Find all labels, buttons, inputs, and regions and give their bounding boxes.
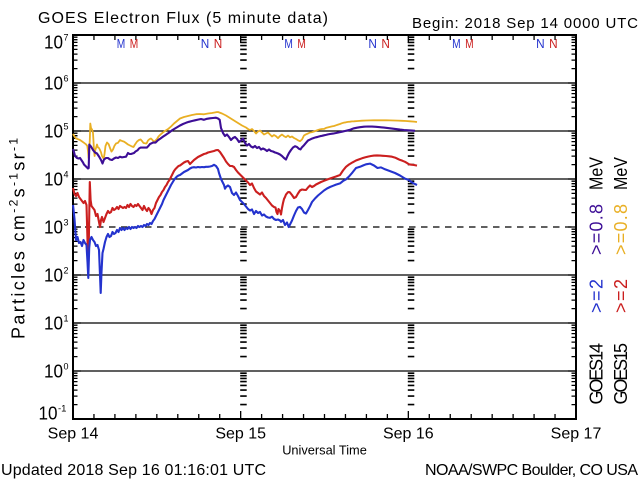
svg-text:Sep 16: Sep 16 [383,426,434,443]
svg-text:Sep 17: Sep 17 [551,426,602,443]
svg-text:N: N [368,36,377,51]
svg-text:M: M [297,36,306,51]
svg-text:5: 5 [64,122,69,133]
svg-text:1: 1 [64,314,69,325]
svg-text:10: 10 [44,170,63,190]
svg-text:7: 7 [64,33,69,44]
svg-text:>=2: >=2 [611,279,631,313]
svg-text:3: 3 [64,218,69,229]
svg-text:10: 10 [44,362,63,382]
svg-text:M: M [465,36,474,51]
svg-text:2: 2 [64,266,69,277]
svg-text:6: 6 [64,74,69,85]
svg-text:NOAA/SWPC Boulder, CO USA: NOAA/SWPC Boulder, CO USA [425,462,638,479]
svg-text:GOES Electron Flux (5 minute d: GOES Electron Flux (5 minute data) [38,10,328,27]
svg-text:10: 10 [39,404,58,424]
svg-text:M: M [117,36,126,51]
svg-text:4: 4 [64,170,69,181]
svg-text:N: N [549,36,558,51]
svg-text:N: N [214,36,223,51]
svg-text:M: M [452,36,461,51]
svg-text:>=0.8: >=0.8 [611,204,631,255]
svg-text:GOES15: GOES15 [611,343,631,405]
svg-text:0: 0 [64,362,69,373]
svg-text:Updated 2018 Sep 16 01:16:01 U: Updated 2018 Sep 16 01:16:01 UTC [1,462,266,479]
svg-text:Particles cm-2s-1sr-1: Particles cm-2s-1sr-1 [7,136,29,339]
svg-text:10: 10 [44,74,63,94]
svg-text:Universal Time: Universal Time [282,443,367,458]
svg-text:Sep 14: Sep 14 [48,426,99,443]
svg-text:Begin: 2018 Sep 14 0000 UTC: Begin: 2018 Sep 14 0000 UTC [412,15,638,32]
svg-text:N: N [201,36,210,51]
svg-text:10: 10 [44,218,63,238]
svg-text:MeV: MeV [587,157,607,190]
svg-text:N: N [536,36,545,51]
svg-text:>=2: >=2 [587,279,607,313]
svg-text:-1: -1 [58,404,67,415]
svg-text:M: M [284,36,293,51]
svg-text:10: 10 [44,314,63,334]
svg-text:Sep 15: Sep 15 [215,426,266,443]
svg-text:>=0.8: >=0.8 [587,204,607,255]
svg-text:N: N [381,36,390,51]
svg-text:M: M [130,36,139,51]
svg-text:MeV: MeV [611,157,631,190]
svg-text:GOES14: GOES14 [587,343,607,405]
svg-text:10: 10 [44,122,63,142]
svg-text:10: 10 [44,266,63,286]
svg-text:10: 10 [44,33,63,53]
